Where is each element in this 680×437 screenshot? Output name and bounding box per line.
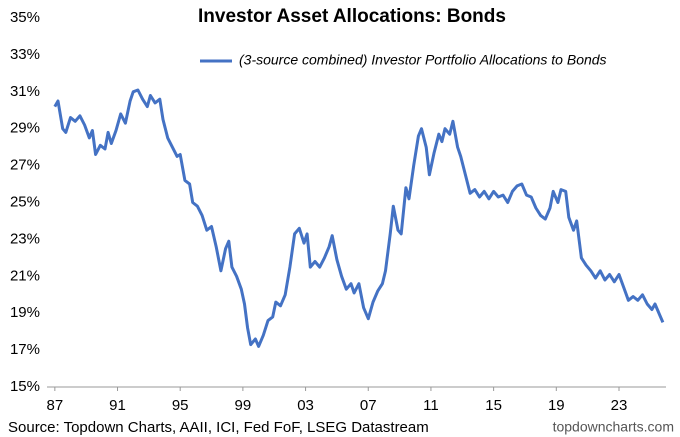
y-tick-label: 29% <box>10 120 40 137</box>
x-tick-label: 91 <box>109 397 126 414</box>
y-tick-label: 25% <box>10 193 40 210</box>
x-tick-label: 87 <box>46 397 63 414</box>
y-tick-label: 17% <box>10 341 40 358</box>
y-tick-label: 23% <box>10 230 40 247</box>
y-tick-label: 21% <box>10 267 40 284</box>
x-tick-label: 07 <box>360 397 377 414</box>
source-note: Source: Topdown Charts, AAII, ICI, Fed F… <box>8 419 429 436</box>
x-tick-label: 99 <box>235 397 252 414</box>
x-tick-label: 11 <box>423 397 439 414</box>
y-tick-label: 31% <box>10 83 40 100</box>
y-tick-label: 15% <box>10 378 40 395</box>
watermark: topdowncharts.com <box>553 419 674 435</box>
x-tick-label: 23 <box>611 397 628 414</box>
y-tick-label: 19% <box>10 304 40 321</box>
x-tick-label: 03 <box>297 397 314 414</box>
chart-title: Investor Asset Allocations: Bonds <box>198 6 506 27</box>
x-tick-label: 19 <box>548 397 565 414</box>
legend-label: (3-source combined) Investor Portfolio A… <box>239 52 607 68</box>
y-tick-label: 27% <box>10 157 40 174</box>
y-tick-label: 35% <box>10 9 40 26</box>
x-tick-label: 95 <box>172 397 189 414</box>
y-tick-label: 33% <box>10 46 40 63</box>
data-line <box>53 88 665 348</box>
x-tick-label: 15 <box>485 397 502 414</box>
